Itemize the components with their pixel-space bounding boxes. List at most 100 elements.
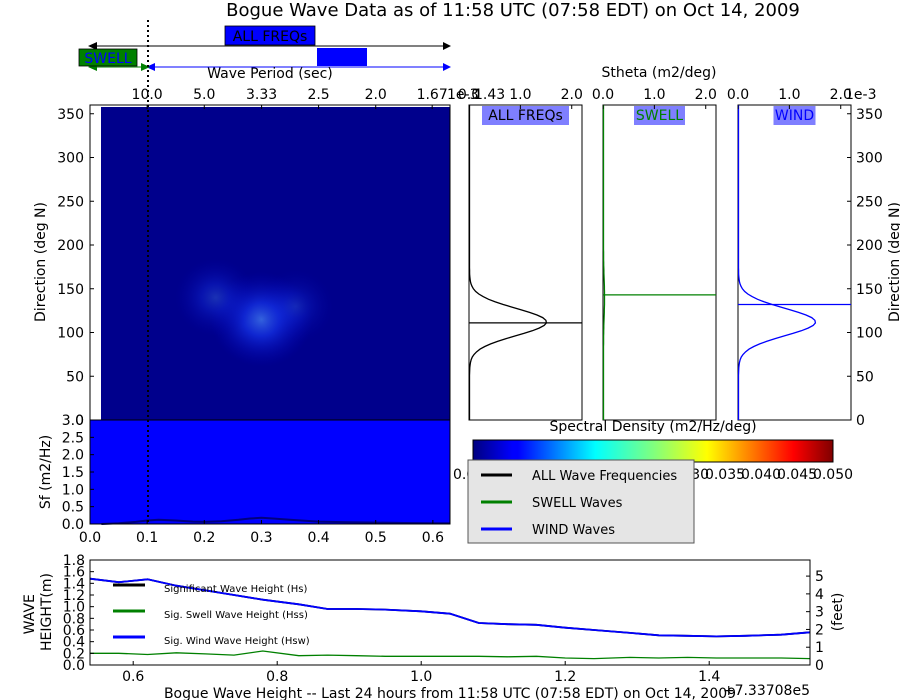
- direction-tick-label: 300: [57, 151, 84, 167]
- sf-axis-label: Sf (m2/Hz): [38, 435, 54, 509]
- legend-label: WIND Waves: [532, 523, 615, 538]
- heatmap-peak-1: [175, 258, 257, 337]
- freq-spectrum-field: [90, 420, 450, 524]
- wind-band-arrow-left: [146, 63, 155, 71]
- wave-height-series-1: [90, 650, 811, 660]
- wave-height-y-tick-label-right: 0: [815, 658, 824, 674]
- wave-height-panel: 0.6 0.8 1.0 1.2 1.4 0.00.20.40.60.81.01.21.4…: [22, 553, 846, 700]
- wave-height-y-tick-label: 0.0: [63, 658, 85, 674]
- period-tick-label: 2.0: [365, 87, 387, 103]
- colorbar-tick-label: 0.045: [777, 467, 817, 483]
- stheta-dir-tick-label: 100: [856, 326, 883, 342]
- wave-height-y-tick-label-right: 3: [815, 605, 824, 621]
- stheta-offset-text: 1e-3: [447, 87, 478, 103]
- stheta-label: WIND: [775, 108, 814, 124]
- wave-height-legend-label: Significant Wave Height (Hs): [164, 584, 307, 595]
- sf-y-ticks: 0.00.5 1.01.52.0 2.53.0: [62, 413, 94, 533]
- stheta-tick-label: 1.0: [509, 87, 531, 103]
- stheta-panel-2: WIND 0.0 1.0 2.01e-3: [727, 87, 876, 421]
- spectrum-legend: ALL Wave Frequencies SWELL Waves WIND Wave…: [467, 459, 695, 544]
- wave-height-frame-bg: [90, 560, 810, 665]
- wave-height-series-2: [89, 577, 811, 638]
- wave-height-x-tick-label: 1.0: [410, 669, 432, 685]
- wave-height-y-tick-label-right: 5: [815, 569, 824, 585]
- stheta-offset-text: 1e-3: [845, 87, 876, 103]
- stheta-curve: [602, 105, 606, 420]
- stheta-tick-label: 2.0: [561, 87, 583, 103]
- stheta-dir-tick-label: 150: [856, 282, 883, 298]
- wave-height-x-tick-label: 1.2: [554, 669, 576, 685]
- sf-y-tick-label: 1.0: [62, 482, 84, 498]
- swell-box: [78, 48, 138, 67]
- sf-y-tick-label: 1.5: [62, 465, 84, 481]
- sf-x-tick-label: 0.6: [422, 530, 444, 546]
- direction-tick-label: 100: [57, 326, 84, 342]
- sf-y-tick-label: 2.5: [62, 430, 84, 446]
- sf-y-tick-label: 0.5: [62, 500, 84, 516]
- colorbar-label: Spectral Density (m2/Hz/deg): [549, 419, 756, 435]
- wave-height-x-ticks: 0.6 0.8 1.0 1.2 1.4: [122, 661, 720, 685]
- wave-height-ylabel-line2: HEIGHT(m): [39, 573, 55, 651]
- all-band-arrow-right: [443, 42, 451, 50]
- freq-spectrum-panel: 0.0 0.1 0.2 0.3 0.4 0.5 0.6 0.00.51.01.52.02.5…: [38, 413, 451, 546]
- wave-height-frame: [89, 559, 811, 666]
- stheta-tick-label: 1.0: [643, 87, 665, 103]
- stheta-right-axis-label: Direction (deg N): [887, 202, 900, 322]
- colorbar-tick-label: 0.035: [705, 467, 745, 483]
- stheta-label-box: [773, 106, 816, 125]
- colorbar-tick-label: 0.050: [813, 467, 853, 483]
- wave-height-legend-label: Sig. Wind Wave Height (Hsw): [164, 636, 310, 647]
- stheta-dir-tick-label: 300: [856, 151, 883, 167]
- wind-band-box: [317, 48, 367, 66]
- direction-tick-label: 150: [57, 282, 84, 298]
- sf-x-tick-label: 0.5: [365, 530, 387, 546]
- wave-height-y-tick-label-right: 2: [815, 622, 824, 638]
- direction-tick-label: 50: [66, 369, 84, 385]
- direction-tick-label: 350: [57, 107, 84, 123]
- stheta-panel-0: ALL FREQs 0.0 1.0 2.0 1e-3: [447, 87, 583, 421]
- direction-tick-label: 0: [75, 413, 84, 429]
- stheta-tick-label: 0.0: [727, 87, 749, 103]
- sf-y-tick-label: 3.0: [62, 413, 84, 429]
- sf-x-ticks: 0.0 0.1 0.2 0.3 0.4 0.5 0.6: [79, 520, 444, 546]
- period-axis-label: Wave Period (sec): [207, 66, 333, 82]
- stheta-label-box: [634, 106, 685, 125]
- colorbar-tick-label: 0.040: [741, 467, 781, 483]
- direction-tick-label: 200: [57, 238, 84, 254]
- sf-y-tick-label: 2.0: [62, 448, 84, 464]
- wave-height-xlabel: Bogue Wave Height -- Last 24 hours from …: [164, 686, 736, 700]
- stheta-tick-label: 1.0: [778, 87, 800, 103]
- sf-curve: [101, 516, 450, 525]
- stheta-curve: [468, 105, 548, 420]
- stheta-dir-tick-label: 200: [856, 238, 883, 254]
- wave-height-y-tick-label: 1.6: [63, 565, 85, 581]
- wave-height-y-tick-label: 0.4: [63, 635, 85, 651]
- band-indicator: ALL FREQs SWELL: [78, 25, 451, 71]
- wave-height-y-tick-label-right: 1: [815, 640, 824, 656]
- wave-height-lines: [89, 577, 811, 660]
- wave-height-y-tick-label: 1.8: [63, 553, 85, 569]
- direction-tick-label: 250: [57, 194, 84, 210]
- wave-height-y-tick-label: 1.0: [63, 600, 85, 616]
- sf-x-tick-label: 0.3: [250, 530, 272, 546]
- heatmap-blobs: [175, 258, 334, 367]
- sf-x-tick-label: 0.1: [136, 530, 158, 546]
- heatmap-field: [101, 107, 450, 420]
- figure-title: Bogue Wave Data as of 11:58 UTC (07:58 E…: [226, 0, 800, 21]
- sf-y-tick-label: 0.0: [62, 517, 84, 533]
- wave-height-y-ticks: 0.00.20.40.60.81.01.21.41.61.8: [63, 553, 94, 674]
- stheta-axis-label: Stheta (m2/deg): [602, 65, 717, 81]
- stheta-tick-label: 0.0: [458, 87, 480, 103]
- legend-label: ALL Wave Frequencies: [532, 469, 677, 484]
- stheta-panel-1: SWELL 0.0 1.0 2.0: [592, 87, 717, 421]
- sf-x-tick-label: 0.2: [193, 530, 215, 546]
- wave-height-y-tick-label: 1.4: [63, 576, 85, 592]
- period-tick-label: 1.43: [474, 87, 505, 103]
- wave-height-x-tick-label: 1.4: [698, 669, 720, 685]
- heatmap-panel: 10.05.03.332.52.01.671.43 Wave Period (s…: [33, 66, 505, 429]
- stheta-tick-label: 0.0: [592, 87, 614, 103]
- wave-height-ylabel-line1: WAVE: [22, 594, 38, 634]
- swell-label: SWELL: [84, 51, 131, 67]
- stheta-tick-label: 2.0: [695, 87, 717, 103]
